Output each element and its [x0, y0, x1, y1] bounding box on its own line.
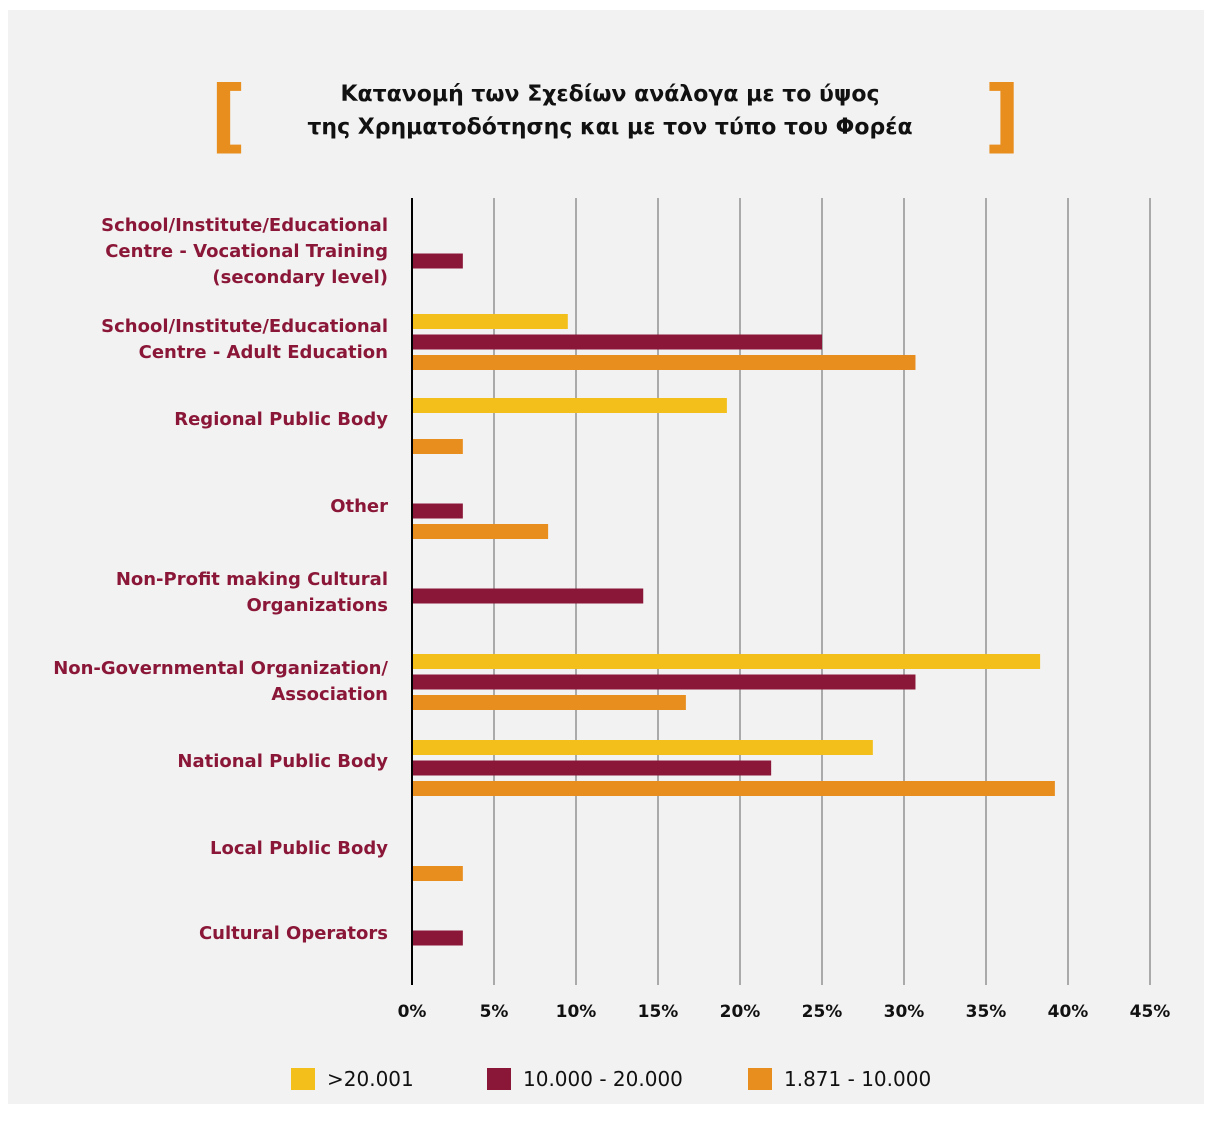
- right-bracket: ]: [984, 69, 1021, 162]
- bar-2-5: [412, 588, 644, 604]
- x-tick-label: 30%: [884, 1002, 925, 1022]
- x-tick-label: 0%: [398, 1002, 427, 1022]
- legend-label-series-3: 1.871 - 10.000: [784, 1067, 932, 1091]
- bar-3-8: [412, 866, 463, 881]
- bar-3-2: [412, 355, 916, 370]
- category-label: (secondary level): [212, 267, 388, 288]
- x-tick-label: 5%: [480, 1002, 509, 1022]
- category-label: Regional Public Body: [174, 409, 388, 430]
- category-label: National Public Body: [177, 751, 388, 772]
- category-label: Cultural Operators: [199, 923, 388, 944]
- legend-swatch-series-3: [748, 1068, 772, 1090]
- legend-item-series-2: 10.000 - 20.000: [487, 1066, 683, 1092]
- bar-2-1: [412, 253, 463, 269]
- x-tick-label: 10%: [556, 1002, 597, 1022]
- left-bracket: [: [210, 69, 247, 162]
- chart-title: Κατανομή των Σχεδίων ανάλογα με το ύψος …: [250, 78, 970, 144]
- legend-item-series-1: >20.001: [291, 1066, 414, 1092]
- category-label: Organizations: [247, 595, 389, 616]
- legend-swatch-series-2: [487, 1068, 511, 1090]
- bar-2-7: [412, 760, 772, 776]
- bar-3-3: [412, 439, 463, 454]
- legend-label-series-1: >20.001: [327, 1067, 414, 1091]
- legend-item-series-3: 1.871 - 10.000: [748, 1066, 931, 1092]
- category-label: School/Institute/Educational: [101, 215, 388, 236]
- bar-1-3: [412, 398, 727, 413]
- category-label: Association: [271, 684, 388, 705]
- category-label: Centre - Adult Education: [139, 342, 388, 363]
- x-tick-label: 45%: [1130, 1002, 1171, 1022]
- bar-1-2: [412, 314, 568, 329]
- category-label: Non-Profit making Cultural: [116, 569, 388, 590]
- x-tick-label: 25%: [802, 1002, 843, 1022]
- category-label: Local Public Body: [210, 838, 388, 859]
- category-label: Other: [330, 496, 388, 517]
- x-tick-label: 40%: [1048, 1002, 1089, 1022]
- category-label: Non-Governmental Organization/: [53, 658, 388, 679]
- x-tick-label: 35%: [966, 1002, 1007, 1022]
- x-tick-label: 15%: [638, 1002, 679, 1022]
- bar-2-6: [412, 674, 916, 690]
- bar-2-9: [412, 930, 463, 946]
- chart-title-line-2: της Χρηματοδότησης και με τον τύπο του Φ…: [307, 115, 913, 140]
- legend-label-series-2: 10.000 - 20.000: [523, 1067, 683, 1091]
- legend-swatch-series-1: [291, 1068, 315, 1090]
- category-label: Centre - Vocational Training: [105, 241, 388, 262]
- bar-1-6: [412, 654, 1041, 669]
- bar-2-4: [412, 503, 463, 519]
- chart-title-line-1: Κατανομή των Σχεδίων ανάλογα με το ύψος: [340, 82, 880, 107]
- bar-3-7: [412, 781, 1055, 796]
- chart-panel: [8, 10, 1204, 1104]
- bar-1-7: [412, 740, 873, 755]
- bar-2-2: [412, 334, 822, 350]
- category-label: School/Institute/Educational: [101, 316, 388, 337]
- x-tick-label: 20%: [720, 1002, 761, 1022]
- bar-3-6: [412, 695, 686, 710]
- bar-3-4: [412, 524, 549, 539]
